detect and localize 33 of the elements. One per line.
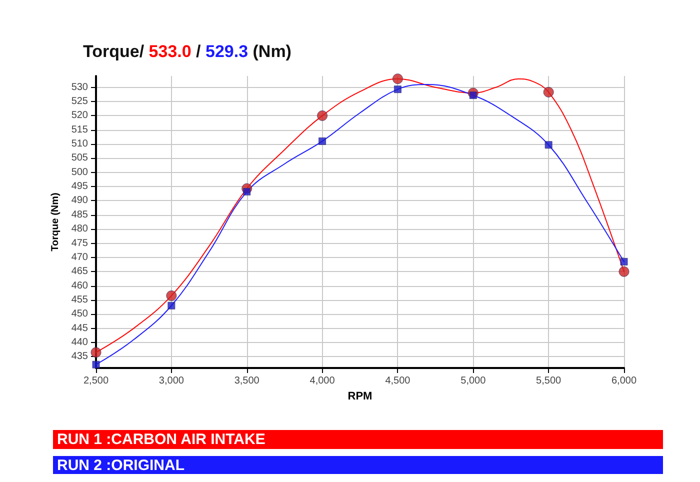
y-tick-label: 470 (71, 252, 88, 263)
y-tick-label: 510 (71, 138, 88, 150)
y-tick-label: 480 (71, 224, 88, 235)
x-tick-label: 3,000 (158, 376, 184, 386)
y-tick-label: 435 (71, 351, 88, 362)
y-tick-label: 485 (71, 209, 88, 220)
y-tick-label: 515 (71, 124, 88, 136)
y-tick-label: 525 (71, 96, 88, 108)
y-tick-label: 520 (71, 110, 88, 122)
y-tick-label: 505 (71, 152, 88, 164)
text: RUN 1 :CARBON AIR INTAKE (57, 431, 266, 448)
x-tick-label: 6,000 (611, 376, 637, 386)
y-tick-label: 440 (71, 336, 88, 348)
y-tick-label: 460 (71, 280, 88, 292)
x-tick-label: 4,000 (310, 376, 336, 386)
y-tick-label: 450 (71, 308, 88, 320)
x-tick-label: 5,500 (536, 376, 562, 386)
y-tick-label: 530 (71, 82, 88, 93)
y-axis-title: Torque (Nm) (50, 192, 61, 252)
y-tick-label: 445 (71, 322, 88, 334)
y-tick-label: 490 (71, 195, 88, 206)
y-tick-label: 495 (71, 181, 88, 192)
text: RUN 2 :ORIGINAL (57, 457, 184, 474)
x-tick-label: 5,000 (460, 376, 486, 386)
x-axis-title: RPM (348, 390, 372, 402)
y-tick-label: 465 (71, 266, 88, 278)
x-tick-label: 4,500 (385, 376, 411, 386)
x-tick-label: 3,500 (234, 376, 260, 386)
x-tick-label: 2,500 (83, 376, 109, 386)
y-tick-label: 500 (71, 166, 88, 178)
chart-title: Torque/ 533.0 / 529.3 (Nm) (83, 42, 292, 61)
y-tick-label: 455 (71, 294, 88, 306)
y-tick-label: 475 (71, 238, 88, 249)
